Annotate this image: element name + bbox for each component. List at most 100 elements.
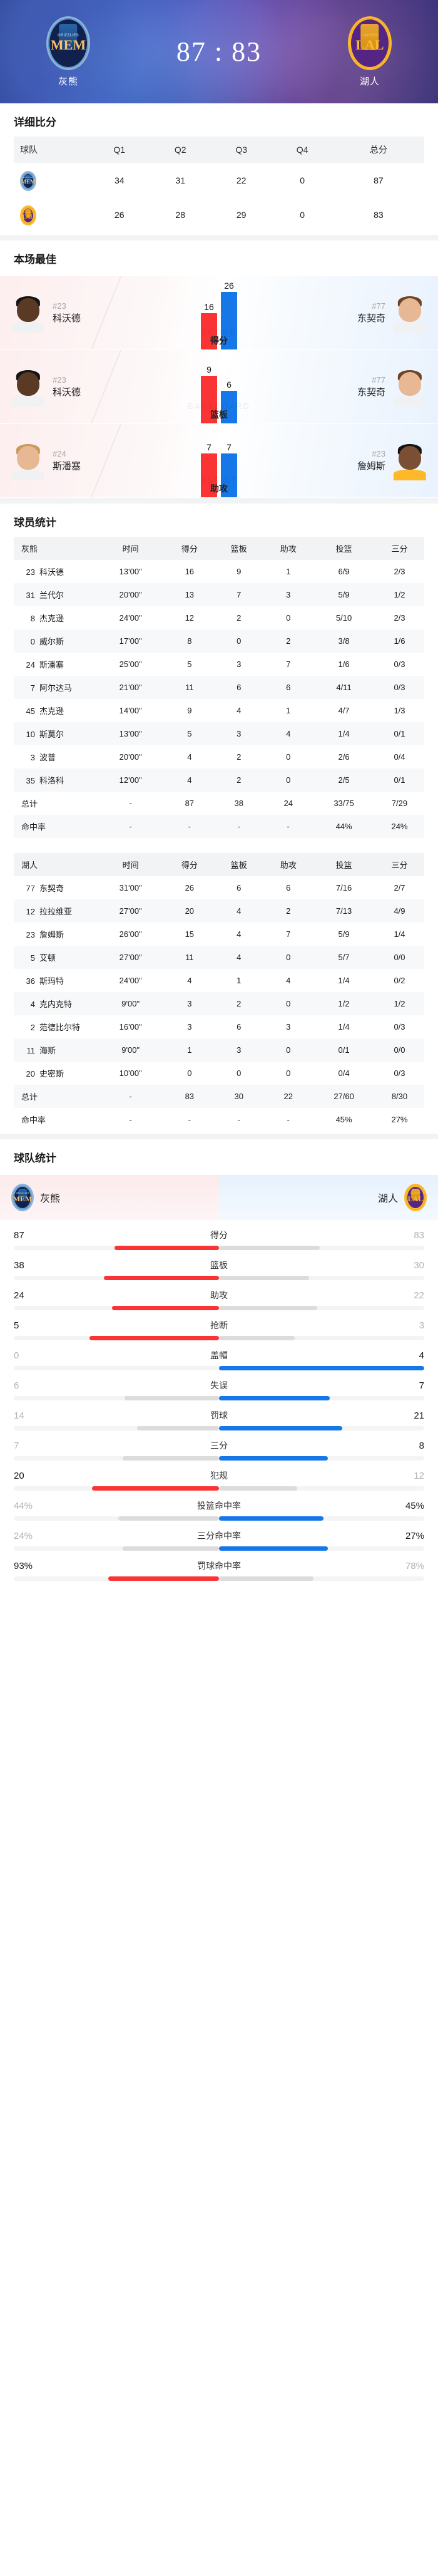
player-name: 斯玛特 (39, 976, 64, 986)
total-row: 总计 - 83 30 22 27/60 8/30 (14, 1085, 424, 1108)
best-right-player[interactable]: #77 东契奇 (272, 294, 438, 333)
player-minutes: 20'00" (119, 590, 142, 599)
team-stat-label: 三分 (210, 1441, 228, 1451)
player-assists: 4 (286, 729, 291, 738)
boxscore-home-q1: 34 (114, 175, 125, 185)
player-avatar (10, 442, 46, 480)
table-row[interactable]: 10 斯莫尔 13'00" 5 3 4 1/4 0/1 (14, 722, 424, 745)
player-name: 斯莫尔 (39, 730, 64, 739)
table-row[interactable]: 77 东契奇 31'00" 26 6 6 7/16 2/7 (14, 876, 424, 899)
team-stat-track (14, 1546, 424, 1551)
col-fieldgoals: 投篮 (335, 544, 352, 554)
boxscore-home-total: 87 (374, 175, 384, 185)
player-points: 5 (187, 660, 192, 669)
team-stat-away-value: 45% (405, 1501, 424, 1511)
best-right-player[interactable]: #77 东契奇 (272, 368, 438, 406)
team-stat-row: 20 犯规 12 (0, 1461, 438, 1491)
player-points: 0 (187, 1068, 192, 1078)
team-stat-home-bar (108, 1576, 219, 1581)
best-left-player[interactable]: #24 斯潘塞 (0, 442, 166, 480)
match-score: 87 : 83 (176, 36, 262, 67)
table-row[interactable]: 35 科洛科 12'00" 4 2 0 2/5 0/1 (14, 768, 424, 792)
player-minutes: 9'00" (121, 999, 140, 1008)
bar-ghost-label: BACKBOARD (188, 401, 250, 411)
player-number: 23 (26, 567, 35, 577)
table-row[interactable]: 5 艾顿 27'00" 11 4 0 5/7 0/0 (14, 946, 424, 969)
stat-label: 得分 (210, 336, 228, 346)
table-row[interactable]: 2 范德比尔特 16'00" 3 6 3 1/4 0/3 (14, 1015, 424, 1038)
hero-home-team[interactable]: GRIZZLIES MEM 灰熊 (34, 16, 103, 88)
player-rebounds: 0 (237, 636, 242, 646)
table-row[interactable]: 8 杰克逊 24'00" 12 2 0 5/10 2/3 (14, 606, 424, 629)
team-stat-away-value: 7 (419, 1380, 424, 1391)
player-fieldgoals: 5/7 (338, 953, 350, 962)
team-stat-away-bar (219, 1396, 330, 1400)
list-item[interactable]: #23 科沃德 SCORE 16 26 得分 #77 东契奇 (0, 276, 438, 350)
player-points: 11 (185, 953, 194, 962)
best-players-section: 本场最佳 (0, 241, 438, 276)
table-row[interactable]: 3 波普 20'00" 4 2 0 2/6 0/4 (14, 745, 424, 768)
team-stats-list: 87 得分 83 38 篮板 30 24 助攻 22 5 抢断 3 0 盖帽 4 6 失误 7 14 罚球 21 7 三分 8… (0, 1220, 438, 1581)
table-row[interactable]: 20 史密斯 10'00" 0 0 0 0/4 0/3 (14, 1062, 424, 1085)
player-threepoint: 2/7 (394, 883, 405, 892)
col-threepoint: 三分 (391, 544, 408, 554)
hero-away-team[interactable]: LAKERS LAL 湖人 (335, 16, 404, 88)
table-row[interactable]: 36 斯玛特 24'00" 4 1 4 1/4 0/2 (14, 969, 424, 992)
boxscore-col-q3: Q3 (235, 145, 248, 155)
table-row[interactable]: 4 克内克特 9'00" 3 2 0 1/2 1/2 (14, 992, 424, 1015)
away-player-stats-table: 湖人 时间 得分 篮板 助攻 投篮 三分 77 东契奇 31'00" 26 6 6 7/16… (14, 853, 424, 1131)
hero-away-team-name: 湖人 (359, 76, 380, 87)
table-row[interactable]: 45 杰克逊 14'00" 9 4 1 4/7 1/3 (14, 699, 424, 722)
player-number: 23 (26, 930, 35, 939)
team-stat-home-value: 24 (14, 1290, 24, 1301)
table-row[interactable]: 11 海斯 9'00" 1 3 0 0/1 0/0 (14, 1038, 424, 1062)
away-team-header: 湖人 (21, 861, 38, 870)
team-stat-away-bar (219, 1366, 424, 1370)
table-row[interactable]: 7 阿尔达马 21'00" 11 6 6 4/11 0/3 (14, 676, 424, 699)
team-banner-home[interactable]: GRIZZLIES MEM 灰熊 (0, 1175, 219, 1220)
team-stat-label: 三分命中率 (197, 1531, 241, 1541)
team-stat-track (14, 1576, 424, 1581)
table-row[interactable]: 24 斯潘塞 25'00" 5 3 7 1/6 0/3 (14, 653, 424, 676)
player-points: 5 (187, 729, 192, 738)
team-stat-home-value: 6 (14, 1380, 19, 1391)
player-name: 克内克特 (39, 1000, 73, 1009)
best-players-title: 本场最佳 (14, 254, 56, 266)
player-points: 8 (187, 636, 192, 646)
boxscore-col-q2: Q2 (174, 145, 186, 155)
table-row[interactable]: 31 兰代尔 20'00" 13 7 3 5/9 1/2 (14, 583, 424, 606)
best-left-player[interactable]: #23 科沃德 (0, 368, 166, 406)
team-stat-label: 失误 (210, 1380, 228, 1390)
player-rebounds: 6 (237, 683, 242, 692)
player-assists: 2 (286, 636, 291, 646)
player-name: 兰代尔 (39, 591, 64, 600)
team-stat-track (14, 1246, 424, 1250)
player-fieldgoals: 5/9 (338, 929, 350, 939)
best-right-player[interactable]: #23 詹姆斯 (272, 442, 438, 480)
player-name: 艾顿 (39, 953, 56, 963)
player-number: 31 (26, 591, 35, 600)
table-row[interactable]: 23 詹姆斯 26'00" 15 4 7 5/9 1/4 (14, 923, 424, 946)
list-item[interactable]: #23 科沃德 BACKBOARD 9 6 篮板 #77 东契奇 (0, 350, 438, 424)
table-row[interactable]: 23 科沃德 13'00" 16 9 1 6/9 2/3 (14, 560, 424, 583)
col-minutes: 时间 (122, 861, 139, 870)
table-row[interactable]: 0 威尔斯 17'00" 8 0 2 3/8 1/6 (14, 629, 424, 653)
bar-value-home: 9 (206, 365, 211, 375)
table-row[interactable]: 12 拉拉维亚 27'00" 20 4 2 7/13 4/9 (14, 899, 424, 923)
stat-bar-pair: BACKBOARD 9 6 篮板 (166, 350, 272, 423)
player-number: 4 (30, 1000, 35, 1009)
team-stat-home-value: 38 (14, 1260, 24, 1271)
player-name-cell: 8 杰克逊 (14, 606, 96, 629)
team-banner-away[interactable]: 湖人 LAKERS LAL (219, 1175, 438, 1220)
player-name-cell: 7 阿尔达马 (14, 676, 96, 699)
player-number: #23 (53, 375, 66, 385)
player-assists: 0 (286, 1068, 291, 1078)
player-assists: 1 (286, 706, 291, 715)
list-item[interactable]: #24 斯潘塞 ASSIST 7 7 助攻 #23 詹姆斯 (0, 424, 438, 498)
home-team-header: 灰熊 (21, 544, 38, 554)
player-threepoint: 0/3 (394, 660, 405, 669)
best-left-player[interactable]: #23 科沃德 (0, 294, 166, 333)
player-rebounds: 2 (237, 999, 242, 1008)
table-header-row: 湖人 时间 得分 篮板 助攻 投篮 三分 (14, 853, 424, 876)
team-stat-row: 0 盖帽 4 (0, 1340, 438, 1370)
